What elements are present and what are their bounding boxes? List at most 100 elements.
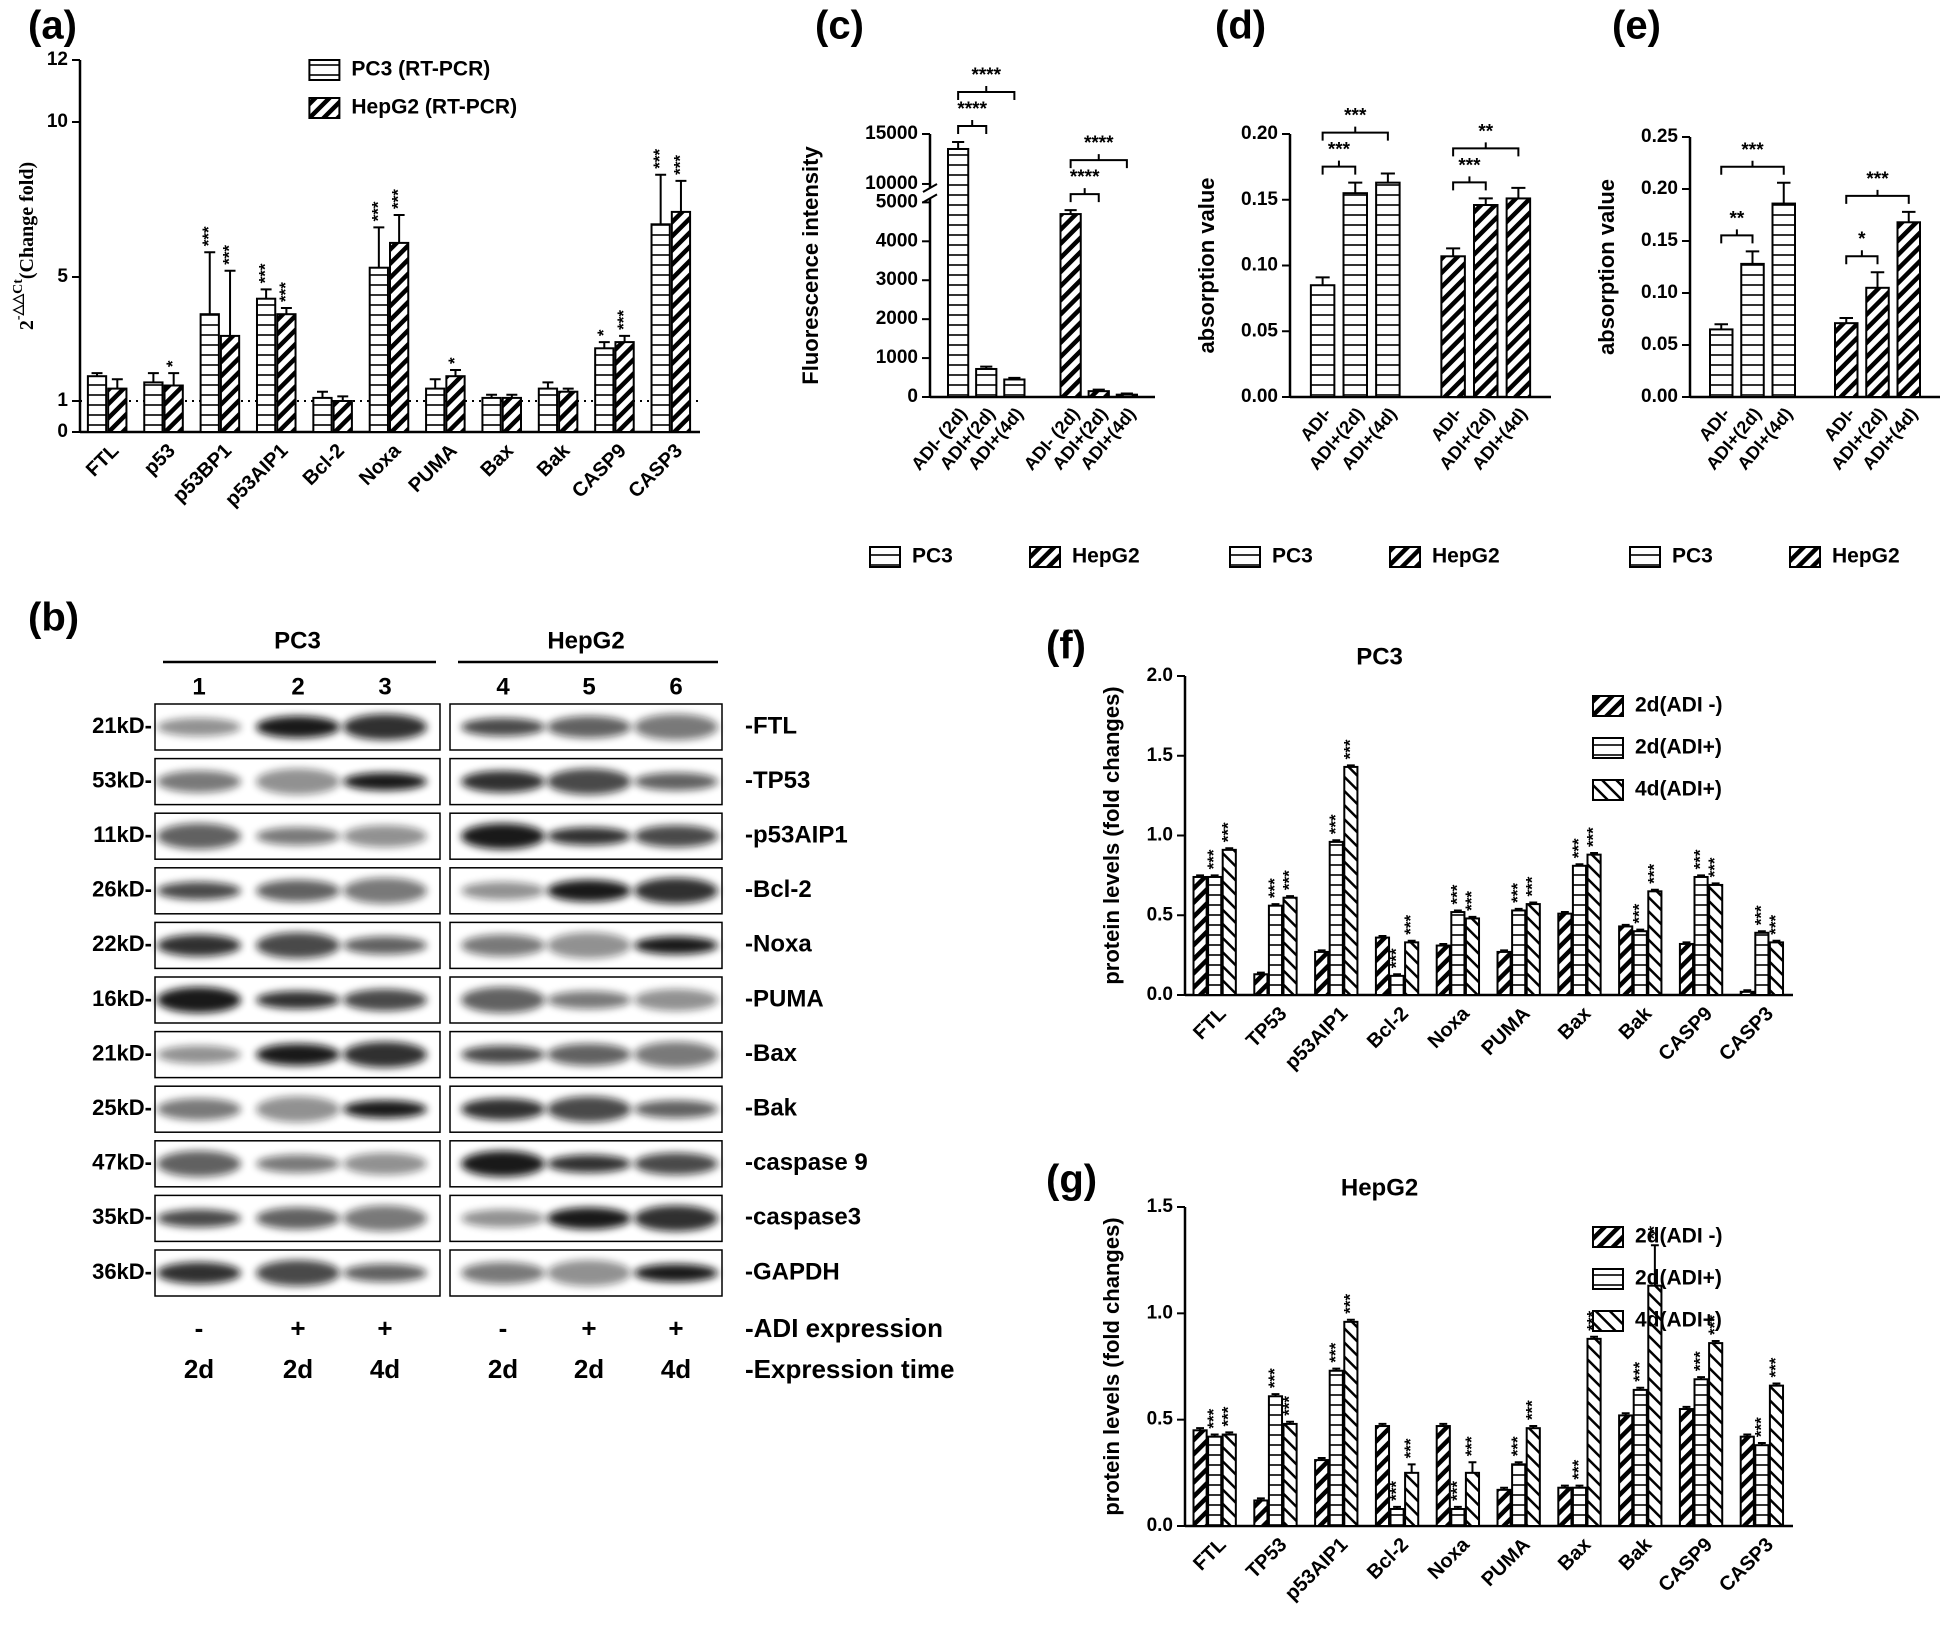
blot-band <box>547 1043 631 1066</box>
condition-value: - <box>195 1313 204 1343</box>
bar <box>1343 1320 1359 1527</box>
legend-swatch <box>1592 1268 1624 1290</box>
significance-stars: *** <box>670 155 689 175</box>
significance-stars: *** <box>1766 1357 1785 1377</box>
x-tick-label: Bak <box>1615 1002 1657 1044</box>
bar <box>1768 1384 1785 1528</box>
bar <box>1374 1425 1391 1527</box>
y-tick-label: 5 <box>57 266 68 287</box>
lane-number: 2 <box>291 673 304 700</box>
protein-label: -Noxa <box>745 931 812 958</box>
y-tick-label: 0.10 <box>1241 255 1278 276</box>
significance-stars: *** <box>276 282 295 302</box>
blot-band <box>256 768 340 795</box>
y-tick-label: 10000 <box>865 173 918 194</box>
significance-bracket <box>1845 189 1910 204</box>
error-bar <box>1468 1461 1477 1473</box>
error-bar <box>1745 250 1760 264</box>
blot-band <box>256 879 340 902</box>
y-label-exponent: -△△Ct <box>11 279 26 320</box>
x-tick-label: TP53 <box>1242 1003 1291 1052</box>
error-bar <box>1478 197 1493 206</box>
significance-stars: *** <box>1569 838 1588 858</box>
error-bar <box>1286 895 1294 898</box>
bar <box>1771 202 1796 398</box>
significance-stars: *** <box>1705 857 1724 877</box>
significance-stars: *** <box>1705 1315 1724 1335</box>
bar <box>1557 1486 1573 1527</box>
bar <box>425 387 446 434</box>
bar <box>1389 1507 1405 1528</box>
significance-stars: *** <box>1265 1368 1284 1388</box>
bar <box>445 375 466 434</box>
condition-value: 4d <box>661 1354 691 1384</box>
bar <box>614 341 635 434</box>
bar <box>1192 875 1208 996</box>
blot-band <box>256 1207 340 1230</box>
x-tick-label: Bax <box>1554 1003 1596 1045</box>
blot-band <box>256 1154 340 1173</box>
blot-band <box>343 936 427 955</box>
y-tick-label: 4000 <box>876 230 918 251</box>
significance-bracket <box>1452 176 1487 191</box>
significance-stars: ** <box>1478 121 1493 142</box>
error-bar <box>1256 1497 1265 1501</box>
blot-band <box>461 1262 545 1284</box>
error-bar <box>1575 863 1584 866</box>
error-bar <box>1286 1420 1294 1424</box>
x-tick-label: Noxa <box>355 439 406 490</box>
y-tick-label: 0.15 <box>1241 189 1278 210</box>
chart-title: HepG2 <box>1341 1174 1418 1201</box>
bar <box>107 387 128 434</box>
error-bar <box>1529 1425 1538 1429</box>
blot-band <box>547 1260 631 1286</box>
blot-band <box>634 825 718 848</box>
significance-stars: *** <box>256 263 275 283</box>
condition-value: + <box>581 1313 596 1343</box>
significance-stars: *** <box>1401 915 1420 935</box>
error-bar <box>1256 971 1265 975</box>
protein-label: -caspase3 <box>745 1204 861 1231</box>
protein-label: -GAPDH <box>745 1258 840 1285</box>
error-bar <box>111 378 123 389</box>
blot-band <box>547 1207 631 1230</box>
error-bar <box>1453 1505 1462 1509</box>
x-tick-label: p53 <box>140 440 180 480</box>
lane-number: 6 <box>669 673 682 700</box>
bar <box>1282 1422 1298 1528</box>
y-tick-label: 0.5 <box>1147 1409 1174 1430</box>
y-tick-label: 1.0 <box>1147 825 1173 846</box>
bar <box>650 223 671 433</box>
significance-stars: *** <box>1219 822 1238 842</box>
significance-bracket <box>957 119 988 134</box>
bar <box>1003 378 1026 398</box>
y-axis-label: protein levels (fold changes) <box>1099 1217 1124 1515</box>
blot-band <box>343 825 427 848</box>
blot-band <box>461 1045 545 1064</box>
error-bar <box>168 372 180 386</box>
error-bar <box>147 372 159 383</box>
bar <box>332 400 353 433</box>
blot-band <box>634 1152 718 1175</box>
bar <box>1059 213 1082 398</box>
x-tick-label: p53AIP1 <box>221 440 292 511</box>
blot-band <box>157 1262 241 1284</box>
bar <box>1221 848 1237 996</box>
bar <box>1435 944 1451 996</box>
legend-label: 2d(ADI -) <box>1635 694 1723 717</box>
bar <box>1496 950 1512 996</box>
x-tick-label: Bax <box>1554 1534 1596 1576</box>
lane-number: 1 <box>192 673 205 700</box>
error-bar <box>1271 1393 1280 1397</box>
error-bar <box>1378 934 1387 938</box>
blot-band <box>343 1152 427 1175</box>
significance-stars: *** <box>1204 1408 1223 1428</box>
bar <box>1632 930 1648 997</box>
bar <box>276 313 297 434</box>
condition-value: 2d <box>488 1354 518 1384</box>
error-bar <box>1697 874 1706 877</box>
significance-stars: *** <box>1340 739 1359 759</box>
blot-band <box>634 989 718 1011</box>
protein-label: -FTL <box>745 712 797 739</box>
error-bar <box>204 251 216 315</box>
